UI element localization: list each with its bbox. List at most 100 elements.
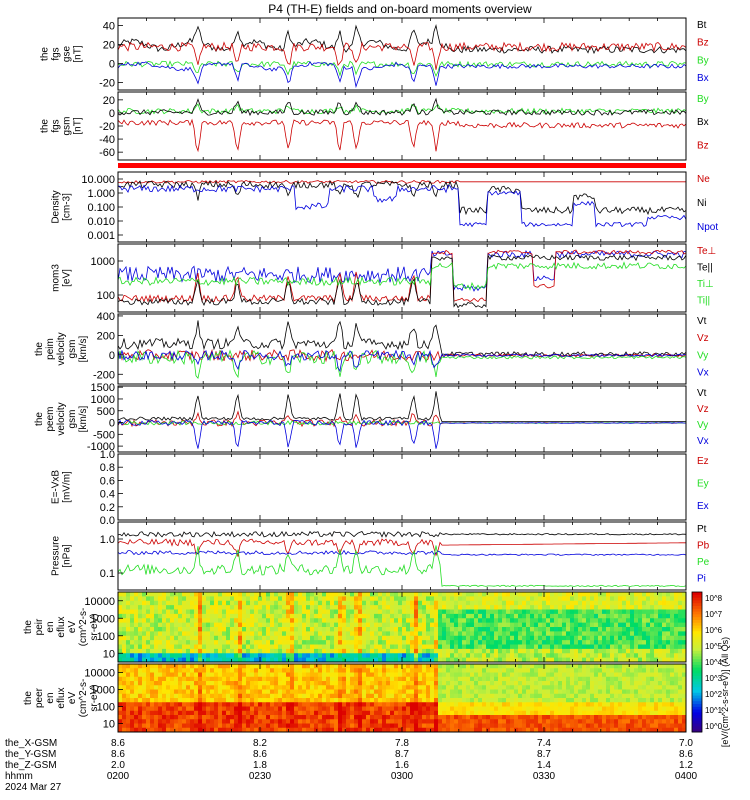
heatmap-cell bbox=[642, 685, 647, 690]
heatmap-cell bbox=[350, 689, 355, 695]
heatmap-cell bbox=[510, 672, 515, 678]
heatmap-cell bbox=[570, 600, 575, 606]
heatmap-cell bbox=[182, 685, 187, 690]
heatmap-cell bbox=[382, 618, 387, 624]
heatmap-cell bbox=[194, 600, 199, 606]
heatmap-cell bbox=[646, 706, 651, 712]
heatmap-cell bbox=[118, 592, 123, 597]
heatmap-cell bbox=[226, 727, 231, 733]
heatmap-cell bbox=[158, 596, 163, 602]
heatmap-cell bbox=[302, 657, 307, 663]
heatmap-cell bbox=[218, 676, 223, 682]
heatmap-cell bbox=[190, 635, 195, 641]
heatmap-cell bbox=[422, 698, 427, 703]
heatmap-cell bbox=[494, 710, 499, 716]
heatmap-cell bbox=[122, 596, 127, 602]
heatmap-cell bbox=[134, 668, 139, 673]
heatmap-cell bbox=[178, 653, 183, 659]
heatmap-cell bbox=[134, 702, 139, 707]
heatmap-cell bbox=[186, 668, 191, 673]
heatmap-cell bbox=[610, 657, 615, 663]
heatmap-cell bbox=[210, 706, 215, 712]
heatmap-cell bbox=[562, 609, 567, 615]
heatmap-cell bbox=[286, 653, 291, 659]
heatmap-cell bbox=[346, 702, 351, 707]
heatmap-cell bbox=[478, 664, 483, 669]
heatmap-cell bbox=[326, 723, 331, 729]
heatmap-cell bbox=[314, 600, 319, 606]
heatmap-cell bbox=[498, 648, 503, 654]
heatmap-cell bbox=[442, 664, 447, 669]
heatmap-cell bbox=[234, 631, 239, 637]
heatmap-cell bbox=[454, 706, 459, 712]
heatmap-cell bbox=[550, 681, 555, 686]
heatmap-cell bbox=[326, 685, 331, 690]
heatmap-cell bbox=[474, 727, 479, 733]
heatmap-cell bbox=[206, 706, 211, 712]
heatmap-cell bbox=[266, 609, 271, 615]
heatmap-cell bbox=[482, 622, 487, 628]
heatmap-cell bbox=[474, 609, 479, 615]
heatmap-cell bbox=[166, 689, 171, 695]
heatmap-cell bbox=[454, 635, 459, 641]
heatmap-cell bbox=[138, 657, 143, 663]
heatmap-cell bbox=[554, 653, 559, 659]
heatmap-cell bbox=[470, 618, 475, 624]
heatmap-cell bbox=[142, 653, 147, 659]
heatmap-cell bbox=[150, 600, 155, 606]
heatmap-cell bbox=[414, 627, 419, 632]
legend-bx: Bx bbox=[697, 117, 709, 128]
heatmap-cell bbox=[334, 681, 339, 686]
heatmap-cell bbox=[450, 727, 455, 733]
heatmap-cell bbox=[382, 723, 387, 729]
heatmap-cell bbox=[342, 685, 347, 690]
heatmap-cell bbox=[310, 644, 315, 650]
heatmap-cell bbox=[550, 627, 555, 632]
heatmap-cell bbox=[538, 613, 543, 619]
heatmap-cell bbox=[550, 693, 555, 699]
heatmap-cell bbox=[542, 698, 547, 703]
heatmap-cell bbox=[658, 644, 663, 650]
heatmap-cell bbox=[154, 609, 159, 615]
heatmap-cell bbox=[366, 723, 371, 729]
heatmap-cell bbox=[410, 676, 415, 682]
heatmap-cell bbox=[238, 640, 243, 646]
heatmap-cell bbox=[662, 609, 667, 615]
heatmap-cell bbox=[574, 723, 579, 729]
heatmap-cell bbox=[530, 710, 535, 716]
heatmap-cell bbox=[162, 653, 167, 659]
heatmap-cell bbox=[226, 640, 231, 646]
efield-frame bbox=[117, 453, 687, 521]
heatmap-cell bbox=[282, 672, 287, 678]
heatmap-cell bbox=[670, 635, 675, 641]
heatmap-cell bbox=[534, 723, 539, 729]
heatmap-cell bbox=[210, 723, 215, 729]
heatmap-cell bbox=[126, 592, 131, 597]
heatmap-cell bbox=[194, 613, 199, 619]
heatmap-cell bbox=[318, 631, 323, 637]
heatmap-cell bbox=[322, 592, 327, 597]
heatmap-cell bbox=[294, 648, 299, 654]
heatmap-cell bbox=[382, 706, 387, 712]
heatmap-cell bbox=[318, 727, 323, 733]
heatmap-cell bbox=[466, 702, 471, 707]
heatmap-cell bbox=[454, 710, 459, 716]
heatmap-cell bbox=[646, 681, 651, 686]
heatmap-cell bbox=[638, 648, 643, 654]
heatmap-cell bbox=[438, 640, 443, 646]
heatmap-cell bbox=[478, 672, 483, 678]
heatmap-cell bbox=[126, 719, 131, 724]
heatmap-cell bbox=[318, 672, 323, 678]
heatmap-cell bbox=[398, 631, 403, 637]
heatmap-cell bbox=[402, 693, 407, 699]
heatmap-cell bbox=[210, 664, 215, 669]
heatmap-cell bbox=[590, 668, 595, 673]
heatmap-cell bbox=[578, 635, 583, 641]
heatmap-cell bbox=[282, 715, 287, 720]
heatmap-cell bbox=[638, 676, 643, 682]
heatmap-cell bbox=[298, 698, 303, 703]
heatmap-cell bbox=[514, 685, 519, 690]
heatmap-cell bbox=[470, 676, 475, 682]
heatmap-cell bbox=[646, 668, 651, 673]
heatmap-cell bbox=[598, 618, 603, 624]
